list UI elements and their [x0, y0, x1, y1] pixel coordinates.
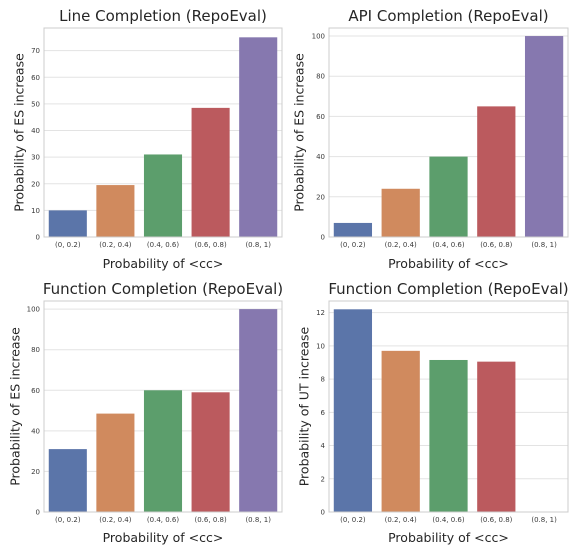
- x-axis-label: Probability of <cc>: [103, 530, 224, 545]
- bar-2: [96, 413, 135, 512]
- x-axis-label: Probability of <cc>: [388, 256, 509, 271]
- y-axis-label: Probability of UT increase: [297, 326, 312, 486]
- plot-frame: [328, 300, 569, 513]
- chart-title: Function Completion (RepoEval): [43, 280, 283, 298]
- x-tick-label: (0.8, 1): [531, 516, 557, 524]
- y-tick-label: 0: [36, 509, 40, 517]
- x-tick-label: (0.6, 0.8): [195, 516, 227, 524]
- x-axis-label: Probability of <cc>: [388, 530, 509, 545]
- y-tick-label: 0: [321, 234, 325, 242]
- y-axis-label: Probability of ES increase: [292, 53, 307, 212]
- y-tick-label: 40: [316, 153, 325, 161]
- x-tick-label: (0.8, 1): [245, 241, 271, 249]
- chart-title: API Completion (RepoEval): [348, 7, 548, 25]
- chart-panel-2: 0 20 40 60 80 100 (0, 0.2) (0.2, 0.4) (0.4, 0.6)…: [292, 7, 569, 271]
- bar-4: [191, 107, 230, 237]
- y-axis-label: Probability of ES increase: [12, 53, 27, 212]
- y-tick-label: 10: [316, 342, 325, 350]
- y-tick-label: 20: [316, 193, 325, 201]
- plot-frame: [43, 27, 283, 238]
- x-tick-label: (0.4, 0.6): [432, 241, 464, 249]
- bar-5: [239, 309, 278, 512]
- x-tick-label: (0.8, 1): [245, 516, 271, 524]
- x-tick-label: (0.4, 0.6): [147, 516, 179, 524]
- plot-frame: [43, 300, 283, 513]
- x-tick-label: (0.6, 0.8): [480, 241, 512, 249]
- x-tick-label: (0.2, 0.4): [385, 516, 417, 524]
- bar-1: [333, 309, 373, 512]
- y-tick-label: 30: [31, 154, 40, 162]
- x-tick-label: (0.2, 0.4): [99, 516, 131, 524]
- y-tick-label: 40: [31, 127, 40, 135]
- x-tick-label: (0, 0.2): [55, 241, 81, 249]
- y-tick-label: 2: [321, 475, 325, 483]
- bar-2: [96, 185, 135, 237]
- y-tick-label: 60: [316, 113, 325, 121]
- y-tick-label: 12: [316, 309, 325, 317]
- bar-3: [143, 154, 183, 237]
- bar-4: [477, 106, 516, 237]
- y-tick-label: 60: [31, 74, 40, 82]
- x-tick-label: (0.2, 0.4): [385, 241, 417, 249]
- y-tick-label: 20: [31, 468, 40, 476]
- y-tick-label: 8: [321, 376, 325, 384]
- bar-1: [333, 222, 373, 237]
- y-tick-label: 20: [31, 180, 40, 188]
- x-tick-label: (0.2, 0.4): [99, 241, 131, 249]
- y-tick-label: 60: [31, 387, 40, 395]
- bar-1: [48, 449, 87, 512]
- bar-4: [477, 361, 516, 512]
- y-tick-label: 80: [316, 73, 325, 81]
- y-tick-label: 0: [36, 234, 40, 242]
- x-tick-label: (0.6, 0.8): [480, 516, 512, 524]
- bar-3: [143, 390, 183, 512]
- chart-title: Function Completion (RepoEval): [328, 280, 568, 298]
- x-tick-label: (0.4, 0.6): [432, 516, 464, 524]
- x-tick-label: (0, 0.2): [340, 516, 366, 524]
- bar-2: [381, 350, 420, 512]
- y-axis-label: Probability of ES increase: [8, 327, 23, 486]
- x-tick-label: (0.4, 0.6): [147, 241, 179, 249]
- x-tick-label: (0, 0.2): [340, 241, 366, 249]
- chart-panel-4: 0 2 4 6 8 10 12 (0, 0.2) (0.2, 0.4) (0.4, 0.6) (0.…: [297, 280, 569, 545]
- y-tick-label: 0: [321, 509, 325, 517]
- y-tick-label: 80: [31, 346, 40, 354]
- x-axis-label: Probability of <cc>: [103, 256, 224, 271]
- y-tick-label: 10: [31, 207, 40, 215]
- x-tick-label: (0.8, 1): [531, 241, 557, 249]
- y-tick-label: 100: [312, 33, 325, 41]
- chart-panel-3: 0 20 40 60 80 100 (0, 0.2) (0.2, 0.4) (0.4, 0.6)…: [8, 280, 284, 545]
- y-tick-label: 6: [321, 409, 326, 417]
- x-tick-label: (0.6, 0.8): [195, 241, 227, 249]
- plot-frame: [328, 27, 569, 238]
- y-tick-label: 4: [321, 442, 326, 450]
- chart-panel-1: 0 10 20 30 40 50 60 70 (0, 0.2) (0.2, 0.4) (0.4, 0…: [12, 7, 283, 271]
- y-tick-label: 100: [27, 306, 40, 314]
- bar-3: [429, 359, 468, 512]
- bar-2: [381, 188, 420, 237]
- y-tick-label: 70: [31, 47, 40, 55]
- chart-title: Line Completion (RepoEval): [59, 7, 267, 25]
- bar-3: [429, 156, 468, 237]
- bar-5: [524, 36, 564, 238]
- bar-4: [191, 392, 230, 512]
- bar-5: [239, 37, 278, 238]
- bar-1: [48, 210, 87, 237]
- x-tick-label: (0, 0.2): [55, 516, 81, 524]
- y-tick-label: 40: [31, 427, 40, 435]
- y-tick-label: 50: [31, 100, 40, 108]
